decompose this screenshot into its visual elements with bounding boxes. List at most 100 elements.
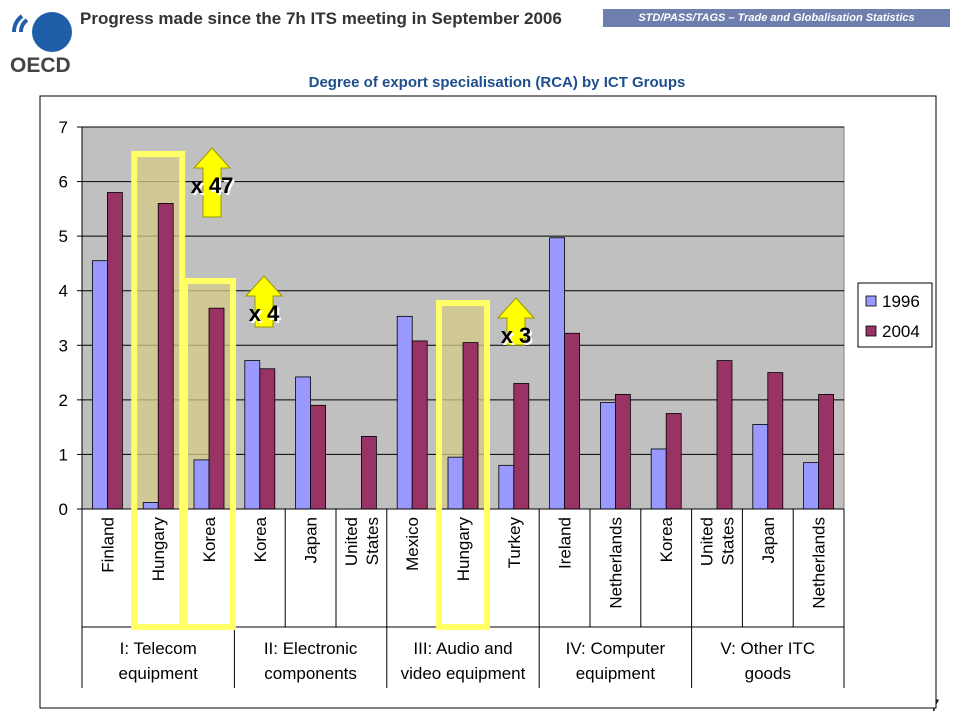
up-arrow-icon (244, 275, 284, 328)
category-label-line: Korea (200, 516, 219, 562)
bar-1996 (447, 456, 464, 510)
up-arrow-icon (192, 147, 232, 218)
legend-label: 2004 (882, 322, 920, 341)
group-label: II: Electronic (264, 639, 358, 658)
annotation-label: x 3 (501, 323, 532, 348)
bar-1996 (600, 402, 616, 510)
bar-1996 (549, 237, 565, 510)
y-tick-label: 3 (59, 336, 68, 355)
bar-1996 (752, 424, 769, 510)
category-label-line: Japan (759, 517, 778, 563)
y-tick-label: 5 (59, 227, 68, 246)
bar-1996 (92, 260, 108, 510)
y-tick-label: 7 (59, 118, 68, 137)
category-label-line: Ireland (556, 517, 575, 569)
bar-1996 (396, 315, 413, 510)
bar-2004 (157, 202, 174, 510)
category-label-line: United (342, 517, 361, 566)
bar-2004 (360, 436, 377, 510)
group-label: goods (745, 664, 791, 683)
category-label: Mexico (403, 517, 422, 571)
category-label-line: Japan (302, 517, 321, 563)
up-arrow-icon (496, 297, 536, 346)
category-label: Korea (200, 516, 219, 562)
bar-1996 (295, 376, 312, 510)
annotation-label: x 4 (249, 301, 280, 326)
group-label: video equipment (401, 664, 526, 683)
bar-2004 (615, 393, 631, 510)
annotation-shadow: x 47 (193, 175, 236, 200)
category-label-line: Turkey (505, 517, 524, 569)
bar-1996 (498, 464, 515, 510)
bar-2004 (767, 372, 784, 510)
legend-swatch (865, 295, 877, 307)
logo-text: OECD (10, 54, 71, 76)
category-label-line: Hungary (149, 517, 168, 582)
annotation-shadow: x 3 (503, 325, 534, 350)
bar-2004 (259, 368, 276, 510)
group-label: IV: Computer (566, 639, 666, 658)
bar-2004 (564, 332, 580, 510)
category-label: Finland (98, 517, 117, 573)
bar-1996 (142, 502, 159, 510)
bar-2004 (665, 413, 682, 510)
category-label: Japan (759, 517, 778, 563)
slide-title: Progress made since the 7h ITS meeting i… (80, 9, 562, 28)
bar-2004 (462, 342, 479, 510)
bar-1996 (193, 459, 210, 510)
highlight-box (436, 300, 490, 630)
category-label-line: Mexico (403, 517, 422, 571)
group-label: I: Telecom (120, 639, 197, 658)
chart-title: Degree of export specialisation (RCA) by… (308, 74, 686, 91)
category-label-line: Hungary (454, 517, 473, 582)
banner: STD/PASS/TAGS – Trade and Globalisation … (603, 9, 950, 27)
category-label-line: Finland (98, 517, 117, 573)
group-label: III: Audio and (413, 639, 512, 658)
category-label-line: Korea (251, 516, 270, 562)
bar-2004 (208, 307, 225, 510)
category-label-line: States (363, 517, 382, 565)
highlight-box (182, 278, 236, 630)
bar-1996 (650, 448, 667, 510)
category-label: United States (698, 517, 738, 566)
bar-2004 (411, 340, 428, 510)
bar-2004 (310, 404, 327, 510)
category-label-line: States (719, 517, 738, 565)
bar-1996 (803, 462, 819, 510)
bar-2004 (513, 383, 530, 510)
category-label-line: Netherlands (606, 517, 625, 609)
legend-swatch (865, 325, 877, 337)
bar-2004 (818, 393, 834, 510)
category-label-line: Korea (657, 516, 676, 562)
category-label: Ireland (556, 517, 575, 569)
bar-2004 (716, 360, 733, 510)
category-label: United States (342, 517, 382, 566)
oecd-logo: OECD (8, 6, 80, 81)
category-label-line: United (698, 517, 717, 566)
annotation-shadow: x 4 (251, 303, 282, 328)
y-tick-label: 1 (59, 445, 68, 464)
category-label: Hungary (454, 517, 473, 582)
category-label: Hungary (149, 517, 168, 582)
group-label: equipment (119, 664, 199, 683)
group-label: equipment (576, 664, 656, 683)
category-label-line: Netherlands (810, 517, 829, 609)
y-tick-label: 2 (59, 391, 68, 410)
bar-2004 (107, 192, 123, 510)
y-tick-label: 6 (59, 173, 68, 192)
bar-1996 (244, 360, 261, 510)
legend-label: 1996 (882, 292, 920, 311)
category-label: Japan (302, 517, 321, 563)
y-tick-label: 4 (59, 282, 68, 301)
category-label: Netherlands (606, 517, 625, 609)
annotation-label: x 47 (191, 173, 234, 198)
group-label: components (264, 664, 357, 683)
category-label: Turkey (505, 517, 524, 569)
banner-text: STD/PASS/TAGS – Trade and Globalisation … (638, 12, 915, 24)
category-label: Netherlands (810, 517, 829, 609)
group-label: V: Other ITC (720, 639, 815, 658)
y-tick-label: 0 (59, 500, 68, 519)
category-label: Korea (657, 516, 676, 562)
category-label: Korea (251, 516, 270, 562)
